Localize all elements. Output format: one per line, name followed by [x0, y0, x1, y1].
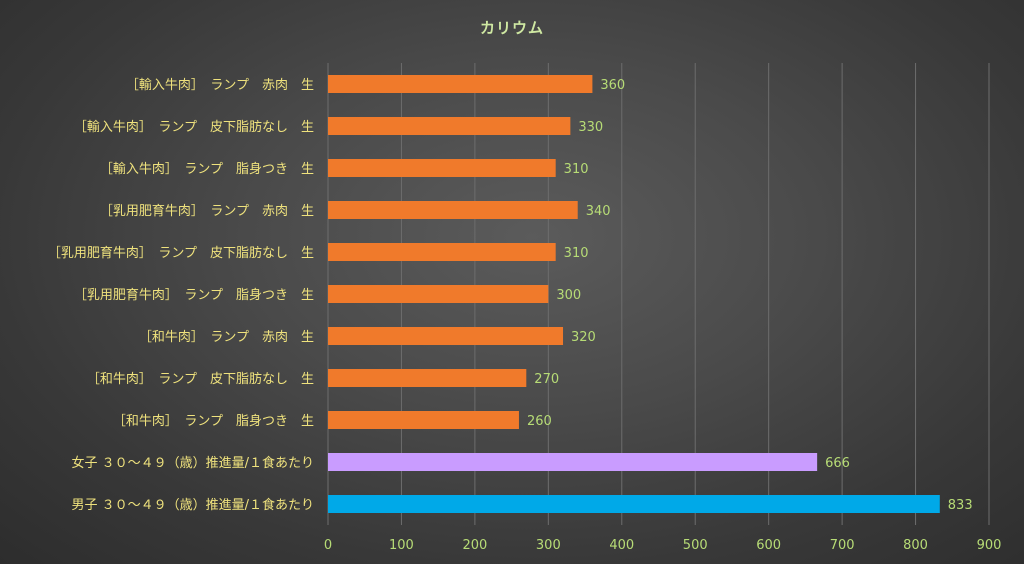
grid-layer [327, 63, 990, 525]
bar [328, 411, 519, 429]
labels-layer: 0 100 200 300 400 500 600 700 800 900 ［輸入牛肉］ ランプ 赤… [48, 78, 1002, 553]
bar [328, 159, 556, 177]
bar [328, 75, 593, 93]
value-label: 320 [571, 330, 596, 345]
category-label: ［和牛肉］ ランプ 脂身つき 生 [113, 413, 314, 429]
value-label: 310 [564, 246, 589, 261]
value-label: 300 [556, 288, 581, 303]
value-label: 330 [578, 120, 603, 135]
x-tick-label: 0 [324, 538, 332, 553]
x-tick-label: 100 [389, 538, 414, 553]
x-tick-label: 600 [756, 538, 781, 553]
bars-layer [328, 75, 940, 513]
chart-title: カリウム [480, 19, 544, 37]
x-tick-label: 200 [462, 538, 487, 553]
value-label: 360 [600, 78, 625, 93]
category-label: ［乳用肥育牛肉］ ランプ 脂身つき 生 [74, 287, 314, 303]
category-label: ［和牛肉］ ランプ 皮下脂肪なし 生 [87, 371, 314, 387]
value-label: 260 [527, 414, 552, 429]
x-tick-label: 500 [683, 538, 708, 553]
value-label: 340 [586, 204, 611, 219]
x-tick-label: 700 [830, 538, 855, 553]
bar [328, 117, 571, 135]
bar [328, 327, 564, 345]
value-label: 310 [564, 162, 589, 177]
category-label: ［輸入牛肉］ ランプ 赤肉 生 [126, 78, 314, 93]
category-label: 女子 ３０～４９（歳）推進量/１食あたり [71, 455, 314, 471]
x-tick-label: 300 [536, 538, 561, 553]
bar [328, 243, 556, 261]
value-label: 666 [825, 456, 850, 471]
category-label: ［輸入牛肉］ ランプ 皮下脂肪なし 生 [74, 119, 314, 135]
bar [328, 285, 549, 303]
value-label: 833 [948, 498, 973, 513]
category-label: ［乳用肥育牛肉］ ランプ 赤肉 生 [100, 203, 314, 219]
category-label: ［輸入牛肉］ ランプ 脂身つき 生 [100, 161, 314, 177]
bar [328, 369, 527, 387]
category-label: ［乳用肥育牛肉］ ランプ 皮下脂肪なし 生 [48, 245, 314, 261]
x-tick-label: 800 [903, 538, 928, 553]
category-label: ［和牛肉］ ランプ 赤肉 生 [139, 330, 314, 345]
bar [328, 453, 818, 471]
x-tick-label: 900 [977, 538, 1002, 553]
bar [328, 201, 578, 219]
category-label: 男子 ３０～４９（歳）推進量/１食あたり [71, 497, 314, 513]
x-tick-label: 400 [609, 538, 634, 553]
value-label: 270 [534, 372, 559, 387]
bar [328, 495, 940, 513]
